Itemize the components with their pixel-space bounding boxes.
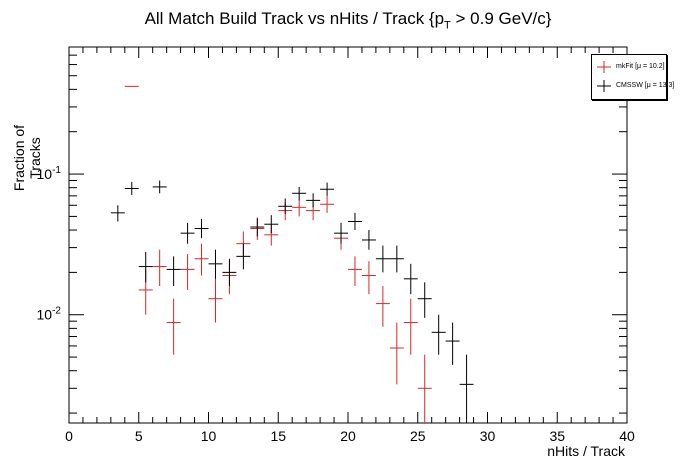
x-tick-label: 40 bbox=[619, 428, 635, 444]
y-axis-label: Fraction of Tracks bbox=[11, 124, 43, 192]
series-mkfit bbox=[124, 85, 432, 423]
x-tick-label: 0 bbox=[65, 428, 73, 444]
legend-marker-cmssw bbox=[597, 80, 611, 92]
chart-title-main: All Match Build Track vs nHits / Track {… bbox=[144, 9, 445, 28]
plot-frame bbox=[68, 46, 628, 424]
legend-entry-cmssw: CMSSW [μ = 13.3] bbox=[592, 80, 674, 92]
legend-mean-cmssw: [μ = 13.3] bbox=[644, 82, 675, 89]
y-tick-label-base: 10 bbox=[37, 307, 53, 323]
legend-marker-mkfit bbox=[597, 61, 611, 73]
chart-title-subscript: T bbox=[444, 19, 451, 32]
x-tick-label: 30 bbox=[480, 428, 496, 444]
x-tick-label: 20 bbox=[340, 428, 356, 444]
y-tick-label: 10-2 bbox=[37, 306, 62, 323]
chart-title-tail: > 0.9 GeV/c} bbox=[450, 9, 552, 28]
legend-text-mkfit: mkFit [μ = 10.2] bbox=[616, 63, 665, 70]
marks-group bbox=[110, 85, 474, 423]
legend-mean-mkfit: [μ = 10.2] bbox=[635, 63, 665, 70]
y-tick-label: 10-1 bbox=[37, 165, 62, 182]
y-tick-label-exponent: -2 bbox=[52, 306, 61, 317]
series-cmssw bbox=[110, 180, 474, 423]
legend-name-mkfit: mkFit bbox=[616, 63, 634, 70]
x-tick-label: 25 bbox=[410, 428, 426, 444]
y-tick-label-base: 10 bbox=[37, 166, 53, 182]
legend: mkFit [μ = 10.2] CMSSW [μ = 13.3] bbox=[591, 54, 674, 100]
y-tick-label-exponent: -1 bbox=[52, 165, 61, 176]
x-tick-label: 35 bbox=[549, 428, 565, 444]
x-axis-label: nHits / Track bbox=[547, 443, 625, 459]
x-tick-label: 15 bbox=[270, 428, 286, 444]
legend-name-cmssw: CMSSW bbox=[616, 82, 643, 89]
x-tick-label: 10 bbox=[201, 428, 217, 444]
x-tick-label: 5 bbox=[135, 428, 143, 444]
legend-text-cmssw: CMSSW [μ = 13.3] bbox=[616, 82, 674, 89]
chart-title: All Match Build Track vs nHits / Track {… bbox=[0, 9, 696, 31]
legend-entry-mkfit: mkFit [μ = 10.2] bbox=[592, 61, 666, 73]
